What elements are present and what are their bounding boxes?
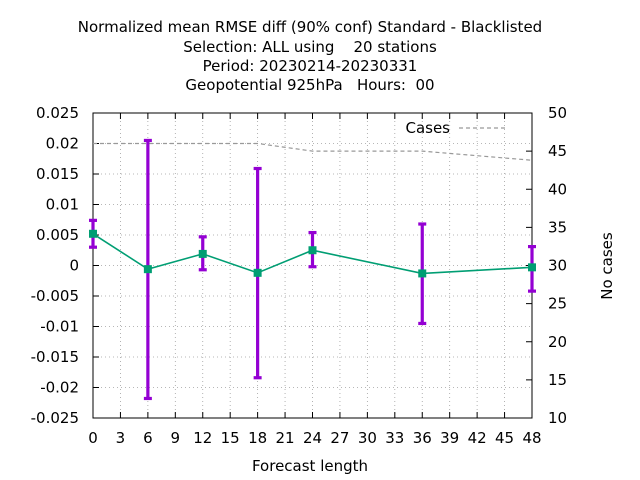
y-tick-label: -0.005 <box>31 287 79 305</box>
title-line-1: Normalized mean RMSE diff (90% conf) Sta… <box>78 18 542 36</box>
x-tick-label: 45 <box>495 429 514 447</box>
legend-cases-label: Cases <box>405 119 450 137</box>
y-tick-label: -0.025 <box>31 409 79 427</box>
y2-tick-label: 35 <box>548 218 567 236</box>
x-tick-label: 33 <box>385 429 404 447</box>
y-tick-label: 0.015 <box>36 165 79 183</box>
y-tick-label: 0.01 <box>46 196 79 214</box>
x-tick-label: 42 <box>468 429 487 447</box>
y2-tick-label: 30 <box>548 257 567 275</box>
cases-line <box>93 142 533 161</box>
y2-tick-label: 20 <box>548 333 567 351</box>
x-tick-label: 36 <box>413 429 432 447</box>
x-tick-label: 3 <box>116 429 126 447</box>
y2-tick-label: 15 <box>548 371 567 389</box>
x-tick-label: 30 <box>358 429 377 447</box>
data-point <box>198 249 207 258</box>
y2-tick-label: 25 <box>548 295 567 313</box>
x-tick-label: 21 <box>276 429 295 447</box>
y2-tick-label: 10 <box>548 409 567 427</box>
x-tick-label: 15 <box>221 429 240 447</box>
x-tick-label: 24 <box>303 429 322 447</box>
tick-labels: 0 3 6 9 12 15 18 21 24 27 30 33 36 39 42 45 48-0.025-0.0… <box>31 104 567 447</box>
y2-tick-label: 50 <box>548 104 567 122</box>
legend: Cases <box>405 119 505 137</box>
y-tick-label: 0 <box>69 257 79 275</box>
y2-tick-label: 45 <box>548 142 567 160</box>
main-series <box>89 229 536 278</box>
x-tick-label: 18 <box>248 429 267 447</box>
title-line-3: Period: 20230214-20230331 <box>203 57 418 75</box>
y-tick-label: -0.015 <box>31 348 79 366</box>
title-line-2: Selection: ALL using 20 stations <box>183 38 437 56</box>
x-tick-label: 12 <box>193 429 212 447</box>
data-point <box>418 269 427 278</box>
x-tick-label: 0 <box>88 429 98 447</box>
y-tick-label: 0.025 <box>36 104 79 122</box>
x-tick-label: 9 <box>171 429 181 447</box>
x-axis-label: Forecast length <box>252 457 368 475</box>
x-tick-label: 48 <box>522 429 541 447</box>
y2-tick-label: 40 <box>548 180 567 198</box>
y-tick-label: 0.02 <box>46 135 79 153</box>
x-tick-label: 6 <box>143 429 153 447</box>
x-tick-label: 39 <box>440 429 459 447</box>
cases-series <box>93 142 533 161</box>
data-point <box>89 229 97 238</box>
y-tick-label: -0.01 <box>40 318 79 336</box>
y-tick-label: -0.02 <box>40 379 79 397</box>
title-block: Normalized mean RMSE diff (90% conf) Sta… <box>78 18 542 94</box>
y-tick-label: 0.005 <box>36 226 79 244</box>
data-point <box>143 265 152 274</box>
data-point <box>308 246 317 255</box>
y2-axis-label: No cases <box>598 232 616 300</box>
data-point <box>528 263 536 272</box>
data-point <box>253 268 262 277</box>
x-tick-label: 27 <box>330 429 349 447</box>
title-line-4: Geopotential 925hPa Hours: 00 <box>185 76 434 94</box>
